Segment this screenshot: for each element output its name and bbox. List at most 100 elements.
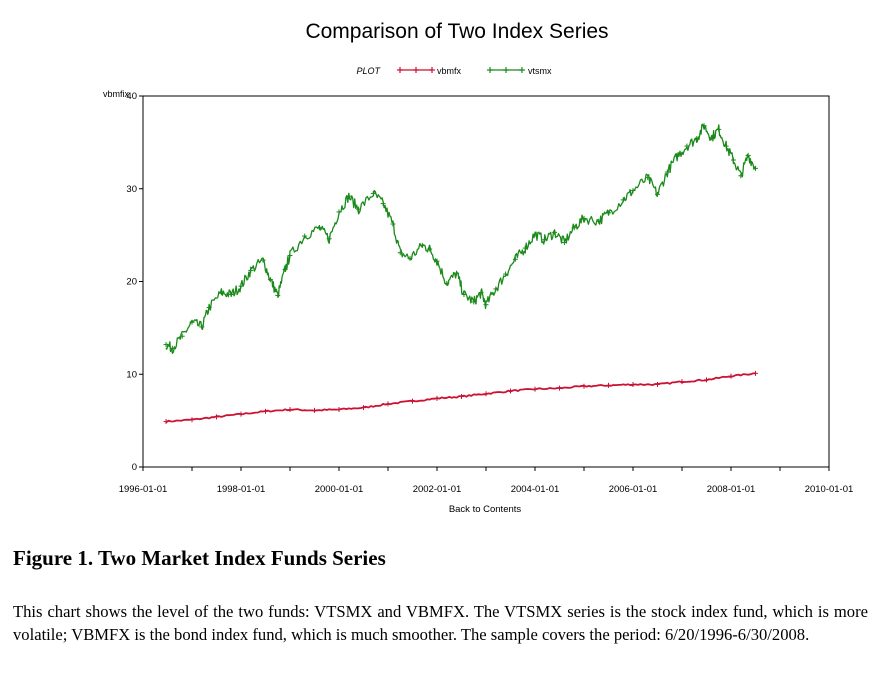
- data-point-vtsmx: [248, 267, 254, 273]
- data-point-vtsmx: [316, 225, 322, 231]
- data-point-vtsmx: [694, 136, 700, 142]
- data-point-vtsmx: [260, 257, 266, 263]
- x-tick-label: 2000-01-01: [315, 484, 364, 495]
- data-point-vtsmx: [346, 193, 352, 199]
- x-axis: 1996-01-01 1998-01-01 2000-01-01 2002-01-01…: [119, 467, 854, 495]
- y-tick-label: 40: [126, 91, 137, 102]
- data-point-vbmfx: [508, 388, 513, 394]
- data-point-vtsmx: [407, 255, 413, 261]
- data-point-vtsmx: [206, 304, 212, 310]
- data-point-vtsmx: [571, 225, 577, 231]
- data-point-vtsmx: [454, 270, 460, 276]
- data-point-vtsmx: [620, 197, 626, 203]
- data-point-vtsmx: [674, 153, 680, 159]
- data-point-vtsmx: [655, 191, 660, 197]
- data-point-vtsmx: [336, 209, 342, 215]
- data-point-vbmfx: [287, 406, 293, 412]
- data-point-vtsmx: [189, 319, 195, 325]
- data-point-vtsmx: [512, 256, 518, 262]
- data-point-vbmfx: [679, 379, 685, 385]
- data-point-vtsmx: [427, 246, 433, 252]
- data-point-vbmfx: [704, 377, 709, 383]
- legend-label: PLOT: [356, 66, 381, 76]
- data-point-vtsmx: [228, 291, 234, 297]
- data-point-vtsmx: [493, 286, 499, 292]
- series-layer: [163, 123, 758, 425]
- data-point-vbmfx: [434, 395, 440, 401]
- data-point-vtsmx: [419, 242, 425, 248]
- data-point-vtsmx: [326, 236, 332, 242]
- data-point-vtsmx: [542, 237, 548, 243]
- data-point-vtsmx: [238, 283, 244, 289]
- y-axis: 0 10 20 30 40: [126, 91, 143, 473]
- data-point-vbmfx: [655, 381, 660, 387]
- data-point-vtsmx: [356, 206, 362, 212]
- data-point-vtsmx: [738, 173, 744, 179]
- data-point-vtsmx: [645, 175, 651, 181]
- x-tick-label: 2006-01-01: [609, 484, 658, 495]
- data-point-vbmfx: [189, 417, 195, 423]
- y-tick-label: 30: [126, 184, 137, 195]
- data-point-vtsmx: [199, 324, 205, 330]
- legend-symbol-vbmfx: [397, 67, 435, 73]
- data-point-vbmfx: [385, 401, 391, 407]
- data-point-vtsmx: [753, 165, 758, 171]
- data-point-vtsmx: [664, 169, 670, 175]
- data-point-vtsmx: [522, 245, 528, 251]
- data-point-vtsmx: [606, 210, 611, 216]
- data-point-vbmfx: [728, 373, 734, 379]
- data-point-vtsmx: [684, 143, 690, 149]
- x-tick-label: 1998-01-01: [217, 484, 266, 495]
- figure-caption-body: This chart shows the level of the two fu…: [13, 602, 868, 644]
- data-point-vtsmx: [179, 333, 185, 339]
- legend-entry-vtsmx: vtsmx: [528, 66, 552, 76]
- chart-title: Comparison of Two Index Series: [305, 20, 608, 43]
- plot-frame: [142, 95, 830, 468]
- data-point-vtsmx: [478, 290, 484, 296]
- data-point-vbmfx: [483, 391, 489, 397]
- legend-symbol-vtsmx: [487, 67, 525, 73]
- data-point-vbmfx: [238, 411, 244, 417]
- data-point-vtsmx: [701, 123, 707, 129]
- x-tick-label: 2004-01-01: [511, 484, 560, 495]
- data-point-vtsmx: [370, 190, 376, 196]
- data-point-vtsmx: [716, 126, 722, 132]
- data-point-vtsmx: [444, 280, 450, 286]
- data-point-vbmfx: [606, 382, 611, 388]
- data-point-vtsmx: [380, 201, 386, 207]
- x-tick-label: 1996-01-01: [119, 484, 168, 495]
- data-point-vbmfx: [336, 406, 342, 412]
- x-axis-label: Back to Contents: [449, 504, 522, 515]
- data-point-vtsmx: [163, 342, 169, 348]
- data-point-vtsmx: [596, 218, 602, 224]
- data-point-vtsmx: [630, 188, 636, 194]
- data-point-vtsmx: [723, 143, 729, 149]
- data-point-vbmfx: [532, 386, 538, 392]
- data-point-vtsmx: [503, 271, 509, 277]
- data-point-vbmfx: [263, 408, 268, 414]
- data-point-vbmfx: [581, 383, 587, 389]
- data-point-vtsmx: [561, 240, 567, 246]
- y-axis-label: vbmfix: [103, 89, 130, 99]
- data-point-vtsmx: [275, 292, 281, 298]
- data-point-vbmfx: [410, 398, 415, 404]
- data-point-vtsmx: [302, 233, 308, 239]
- data-point-vtsmx: [461, 291, 467, 297]
- data-point-vtsmx: [532, 231, 538, 237]
- data-point-vbmfx: [557, 385, 562, 391]
- series-line-vtsmx: [165, 123, 757, 354]
- data-point-vtsmx: [267, 277, 273, 283]
- data-point-vtsmx: [483, 302, 489, 308]
- data-point-vtsmx: [218, 290, 224, 296]
- data-point-vbmfx: [361, 405, 366, 411]
- data-point-vtsmx: [397, 250, 403, 256]
- x-tick-label: 2010-01-01: [805, 484, 854, 495]
- data-point-vtsmx: [730, 157, 736, 163]
- data-point-vtsmx: [287, 253, 293, 259]
- y-tick-label: 0: [132, 462, 137, 473]
- data-point-vbmfx: [630, 381, 636, 387]
- legend: PLOT vbmfx vtsmx: [356, 66, 552, 76]
- figure-caption-title: Figure 1. Two Market Index Funds Series: [13, 546, 386, 570]
- x-tick-label: 2008-01-01: [707, 484, 756, 495]
- data-point-vbmfx: [163, 419, 169, 425]
